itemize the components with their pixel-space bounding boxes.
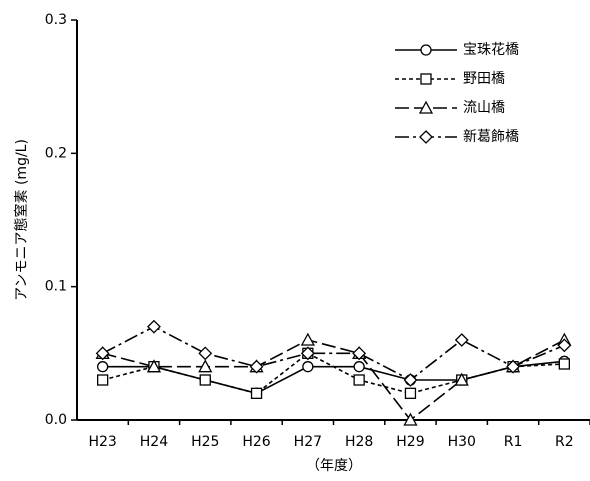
marker bbox=[147, 319, 161, 334]
marker bbox=[97, 361, 109, 373]
legend-label: 野田橋 bbox=[463, 71, 505, 87]
marker bbox=[403, 373, 418, 387]
y-tick-label: 0.1 bbox=[45, 279, 67, 295]
y-tick-label: 0.0 bbox=[45, 412, 67, 428]
x-axis-label: （年度） bbox=[306, 458, 362, 474]
marker bbox=[352, 346, 367, 361]
marker bbox=[558, 358, 570, 370]
legend-label: 新葛飾橋 bbox=[463, 129, 519, 145]
y-tick-label: 0.3 bbox=[45, 12, 67, 28]
series-line bbox=[102, 352, 565, 395]
marker bbox=[404, 387, 417, 399]
marker bbox=[557, 338, 572, 353]
x-tick-label: H27 bbox=[294, 434, 322, 450]
marker bbox=[454, 372, 469, 386]
x-tick-label: H24 bbox=[140, 434, 168, 450]
marker bbox=[95, 346, 110, 361]
legend-label: 流山橋 bbox=[463, 100, 505, 116]
marker bbox=[420, 73, 432, 85]
y-tick-label: 0.2 bbox=[45, 145, 67, 161]
x-tick-label: H30 bbox=[448, 434, 476, 450]
y-axis-label: アンモニア態窒素 (mg/L) bbox=[13, 139, 30, 301]
x-tick-label: R1 bbox=[504, 434, 523, 450]
marker bbox=[302, 361, 314, 373]
x-tick-label: H23 bbox=[88, 434, 116, 450]
x-tick-label: H29 bbox=[396, 434, 424, 450]
marker bbox=[250, 387, 263, 399]
marker bbox=[249, 359, 264, 374]
legend-label: 宝珠花橋 bbox=[463, 42, 519, 58]
marker bbox=[353, 374, 365, 386]
marker bbox=[300, 346, 315, 361]
marker bbox=[198, 346, 213, 361]
marker bbox=[454, 333, 469, 347]
x-tick-label: H25 bbox=[191, 434, 219, 450]
marker bbox=[353, 361, 365, 373]
marker bbox=[403, 412, 418, 426]
x-tick-label: H28 bbox=[345, 434, 373, 450]
x-tick-label: R2 bbox=[555, 434, 574, 450]
marker bbox=[97, 374, 109, 386]
marker bbox=[419, 130, 433, 144]
marker bbox=[146, 359, 162, 373]
series-line bbox=[102, 339, 565, 422]
marker bbox=[420, 44, 432, 56]
marker bbox=[418, 100, 434, 114]
x-tick-label: H26 bbox=[242, 434, 270, 450]
series-line bbox=[102, 325, 565, 381]
marker bbox=[199, 374, 211, 386]
marker bbox=[300, 332, 315, 346]
marker bbox=[506, 359, 520, 374]
marker bbox=[198, 359, 213, 373]
